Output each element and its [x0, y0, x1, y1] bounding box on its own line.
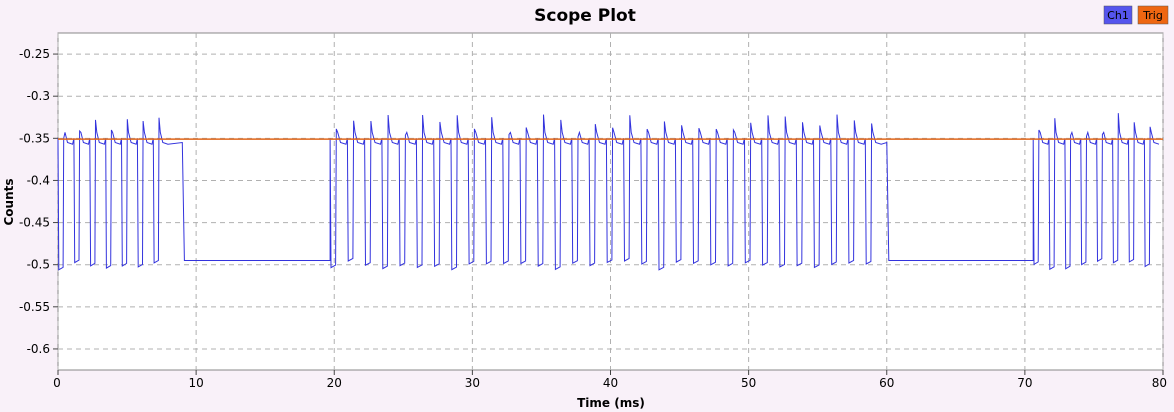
x-axis-label: Time (ms)	[577, 396, 645, 410]
x-axis: 0 10 20 30 40 50 60 70 80	[53, 370, 1167, 390]
x-tick-label: 20	[327, 376, 342, 390]
y-tick-label: -0.4	[27, 173, 50, 187]
y-tick-label: -0.55	[19, 300, 50, 314]
series-line-ch1	[57, 113, 1160, 271]
x-tick-label: 80	[1152, 376, 1167, 390]
y-axis: -0.25 -0.3 -0.35 -0.4 -0.45 -0.5 -0.55 -0.6	[19, 47, 58, 356]
y-axis-label: Counts	[2, 178, 16, 225]
x-tick-label: 30	[465, 376, 480, 390]
y-tick-label: -0.6	[27, 342, 50, 356]
x-tick-label: 70	[1017, 376, 1032, 390]
y-tick-label: -0.5	[27, 258, 50, 272]
legend-label-ch1[interactable]: Ch1	[1107, 9, 1129, 22]
x-tick-label: 60	[879, 376, 894, 390]
legend-swatch-ch1[interactable]	[1103, 5, 1133, 25]
series-group	[57, 113, 1163, 271]
y-tick-label: -0.35	[19, 131, 50, 145]
plot-area	[57, 32, 1164, 371]
x-tick-label: 50	[741, 376, 756, 390]
x-tick-label: 0	[53, 376, 61, 390]
x-tick-label: 40	[603, 376, 618, 390]
legend-label-trig[interactable]: Trig	[1142, 9, 1163, 22]
grid-lines	[57, 33, 1164, 370]
y-tick-label: -0.3	[27, 89, 50, 103]
y-tick-label: -0.25	[19, 47, 50, 61]
x-tick-label: 10	[188, 376, 203, 390]
legend[interactable]: Ch1 Trig	[1103, 5, 1169, 25]
chart-title: Scope Plot	[534, 6, 636, 26]
legend-swatch-trig[interactable]	[1137, 5, 1169, 25]
y-tick-label: -0.45	[19, 216, 50, 230]
